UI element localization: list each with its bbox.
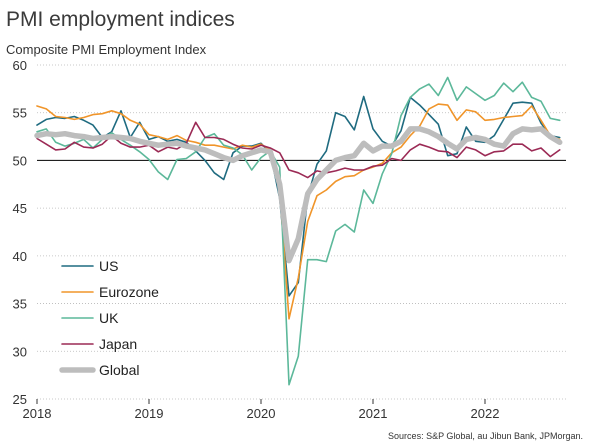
legend-label-global: Global [99,362,139,378]
legend: US Eurozone UK Japan Global [59,258,159,378]
y-tick-label: 55 [13,106,27,121]
x-tick-label: 2018 [23,406,52,421]
y-tick-label: 25 [13,392,27,407]
x-axis-ticks: 2018 2019 2020 2021 2022 [23,399,500,421]
series-line-japan [36,121,561,179]
series-line-uk [36,76,561,386]
legend-label-us: US [99,258,118,274]
y-axis-ticks: 25 30 35 40 45 50 55 60 [13,58,27,407]
legend-label-eurozone: Eurozone [99,284,159,300]
y-tick-label: 30 [13,344,27,359]
y-tick-label: 50 [13,153,27,168]
series-lines [34,76,563,386]
y-axis-label: Composite PMI Employment Index [6,42,207,57]
chart-title: PMI employment indices [6,8,235,31]
legend-label-japan: Japan [99,336,137,352]
y-tick-label: 60 [13,58,27,73]
y-tick-label: 40 [13,249,27,264]
y-tick-label: 45 [13,201,27,216]
source-note: Sources: S&P Global, au Jibun Bank, JPMo… [388,431,583,441]
series-line-global [34,126,563,264]
x-tick-label: 2020 [247,406,276,421]
x-tick-label: 2022 [471,406,500,421]
series-line-eurozone [36,103,561,320]
y-tick-label: 35 [13,297,27,312]
x-tick-label: 2019 [135,406,164,421]
legend-label-uk: UK [99,310,119,326]
x-tick-label: 2021 [359,406,388,421]
